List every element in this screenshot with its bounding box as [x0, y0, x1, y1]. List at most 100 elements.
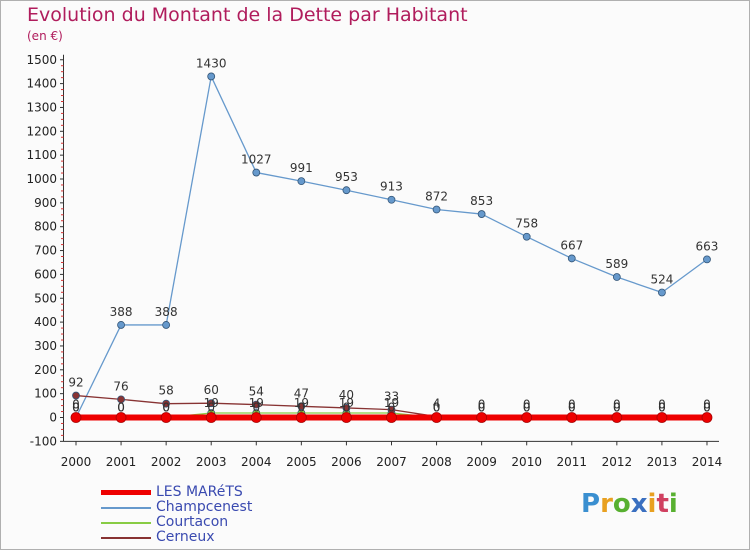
data-point — [567, 254, 576, 263]
x-tick-label: 2002 — [151, 455, 182, 469]
data-point — [703, 255, 711, 264]
data-point — [70, 412, 82, 423]
data-label: 0 — [523, 401, 531, 415]
data-label: 524 — [650, 273, 673, 287]
data-point — [205, 412, 217, 423]
data-label: 0 — [523, 398, 531, 412]
legend-label: Cerneux — [156, 529, 215, 545]
data-label: 1027 — [241, 153, 272, 167]
x-tick-label: 2001 — [106, 455, 137, 469]
legend-swatch-les-marets — [101, 490, 151, 495]
data-label: 0 — [613, 401, 621, 415]
data-label: 0 — [252, 401, 260, 415]
data-label: 76 — [113, 379, 128, 393]
data-point — [386, 412, 397, 423]
logo-letter: x — [630, 489, 648, 519]
data-point — [701, 412, 713, 423]
data-label: 19 — [249, 396, 264, 410]
data-label: 19 — [204, 396, 219, 410]
data-label: 0 — [478, 401, 486, 415]
data-point — [432, 205, 441, 214]
data-point — [117, 321, 125, 329]
data-point — [387, 195, 396, 204]
data-label: 0 — [72, 401, 80, 415]
data-point — [476, 412, 488, 423]
x-tick-label: 2003 — [196, 455, 227, 469]
y-tick-label: 200 — [34, 363, 57, 377]
data-label: 388 — [110, 305, 133, 319]
logo-letter: i — [668, 489, 678, 519]
y-tick-label: -100 — [30, 434, 57, 448]
data-label: 0 — [72, 398, 80, 412]
data-point — [431, 412, 442, 423]
data-point — [297, 177, 306, 186]
y-tick-label: 400 — [34, 315, 57, 329]
data-label: 0 — [298, 401, 306, 415]
series-line-champcenest — [75, 75, 708, 418]
data-label: 0 — [388, 401, 396, 415]
data-label: 0 — [658, 401, 666, 415]
y-tick-label: 600 — [34, 267, 57, 281]
x-tick-label: 2007 — [376, 455, 407, 469]
x-tick-label: 2008 — [421, 455, 452, 469]
data-label: 0 — [703, 401, 711, 415]
data-label: 853 — [470, 194, 493, 208]
data-label: 589 — [605, 257, 628, 271]
data-label: 0 — [568, 401, 576, 415]
data-point — [295, 412, 307, 423]
data-label: 388 — [155, 305, 178, 319]
data-label: 0 — [117, 401, 125, 415]
legend-label: Champcenest — [156, 499, 253, 515]
data-point — [252, 168, 261, 177]
data-point — [658, 288, 666, 297]
y-tick-label: 900 — [34, 196, 57, 210]
data-label: 758 — [515, 217, 538, 231]
chart-legend: LES MARéTS Champcenest Courtacon Cerneux — [101, 485, 301, 545]
y-tick-label: 800 — [34, 220, 57, 234]
data-label: 0 — [523, 401, 531, 415]
legend-swatch-courtacon — [101, 522, 151, 524]
data-label: 92 — [68, 376, 83, 390]
data-label: 0 — [162, 401, 170, 415]
data-label: 40 — [339, 388, 354, 402]
data-label: 913 — [380, 180, 403, 194]
data-label: 0 — [478, 401, 486, 415]
logo-letter: r — [600, 489, 613, 519]
data-point — [297, 402, 306, 411]
data-label: 0 — [207, 401, 215, 415]
legend-label: Courtacon — [156, 514, 229, 530]
chart-title: Evolution du Montant de la Dette par Hab… — [27, 4, 468, 26]
data-label: 58 — [158, 384, 173, 398]
data-label: 0 — [703, 398, 711, 412]
data-label: 0 — [343, 401, 351, 415]
x-tick-label: 2010 — [511, 455, 542, 469]
y-tick-label: 500 — [34, 291, 57, 305]
data-label: 0 — [478, 398, 486, 412]
legend-swatch-champcenest — [101, 507, 151, 509]
data-point — [117, 395, 125, 404]
data-point — [566, 412, 578, 423]
data-label: 0 — [117, 401, 125, 415]
x-tick-label: 2011 — [556, 455, 587, 469]
data-label: 872 — [425, 190, 448, 204]
data-label: 0 — [613, 401, 621, 415]
data-label: 19 — [339, 396, 354, 410]
chart-subtitle: (en €) — [27, 29, 63, 43]
legend-item-les-marets: LES MARéTS — [101, 485, 301, 500]
data-label: 663 — [696, 239, 719, 253]
data-point — [162, 321, 171, 329]
data-label: 0 — [72, 401, 80, 415]
data-label: 19 — [384, 396, 399, 410]
y-tick-label: 700 — [34, 244, 57, 258]
data-label: 667 — [560, 238, 583, 252]
data-label: 1430 — [196, 56, 227, 70]
data-label: 0 — [613, 398, 621, 412]
y-tick-label: 1100 — [26, 148, 57, 162]
y-tick-label: 1300 — [26, 100, 57, 114]
data-label: 0 — [658, 401, 666, 415]
data-point — [342, 186, 351, 195]
data-label: 991 — [290, 161, 313, 175]
legend-label: LES MARéTS — [156, 484, 243, 500]
data-point — [160, 412, 172, 423]
